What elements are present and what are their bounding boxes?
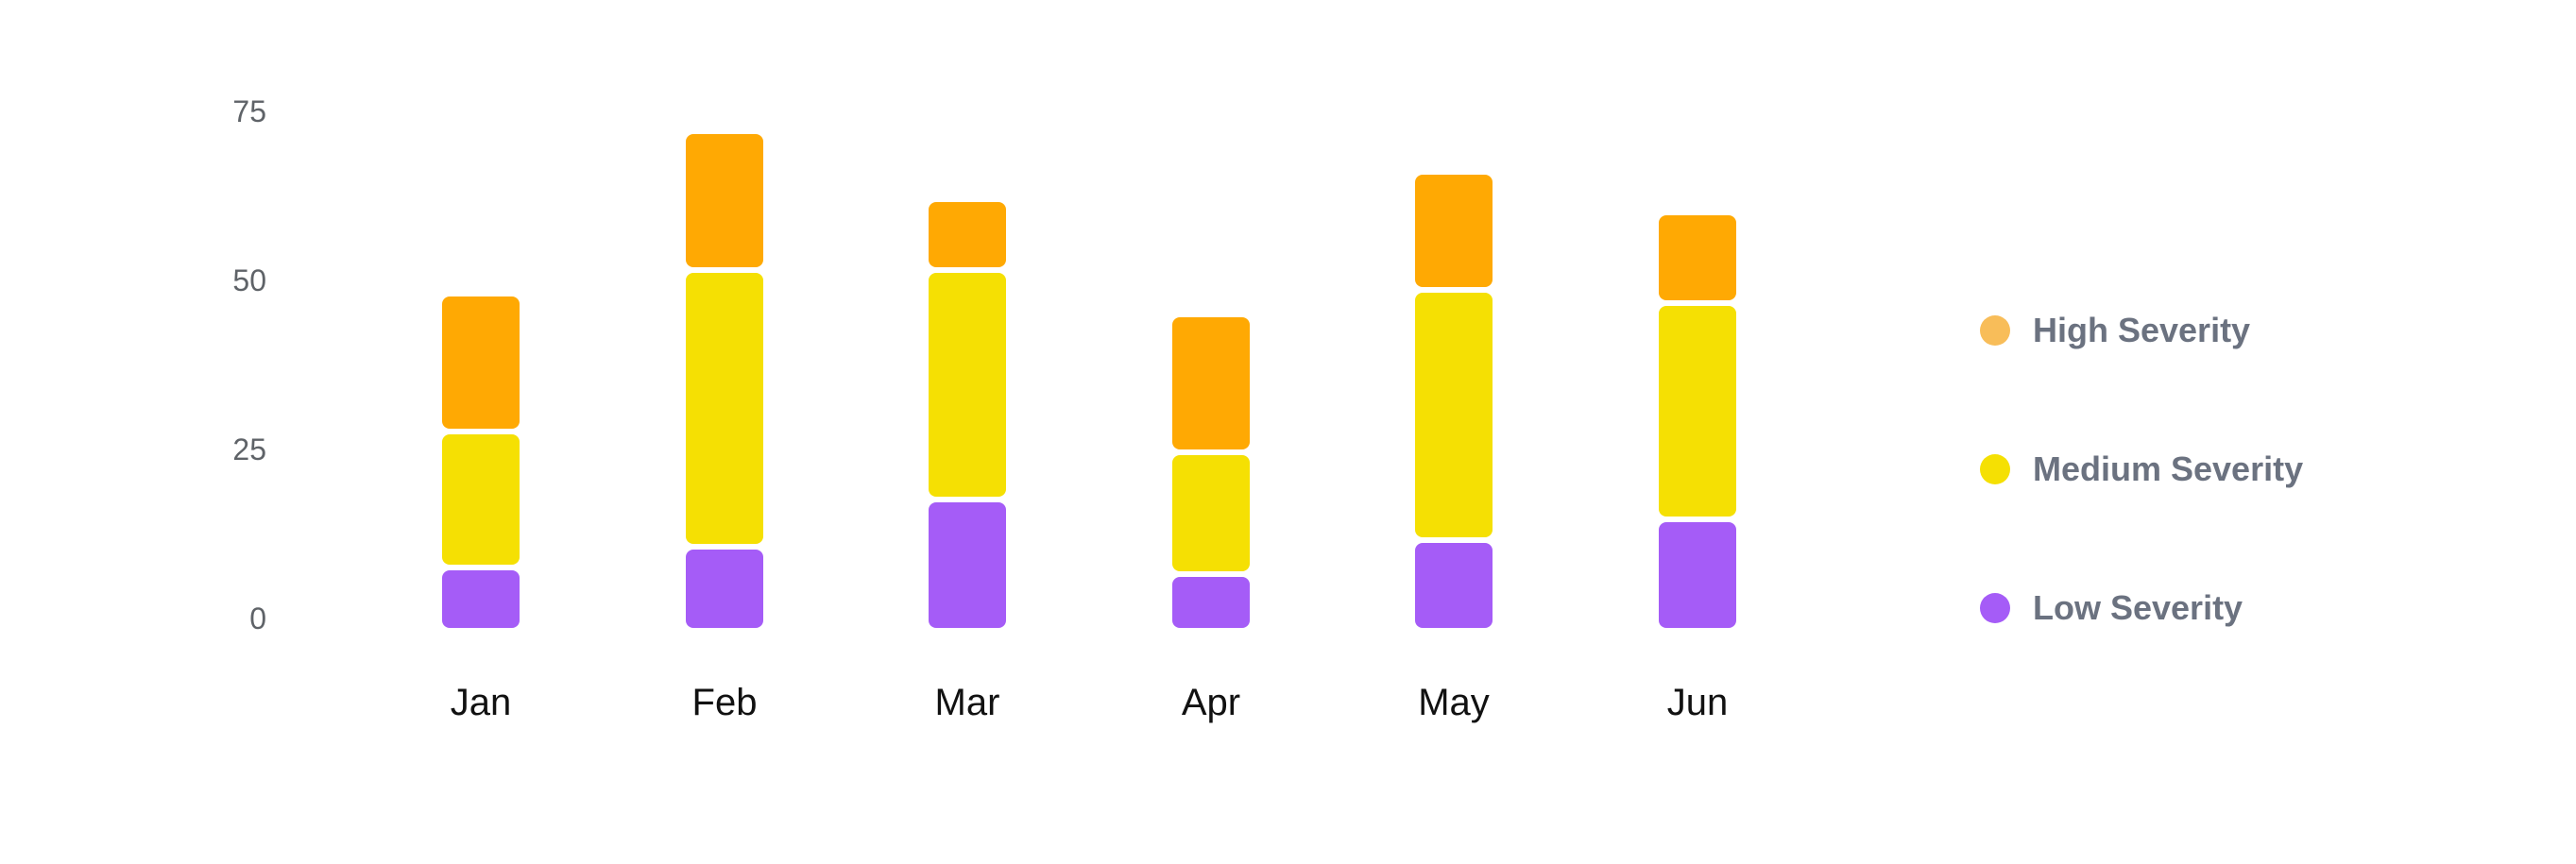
legend-label: Low Severity <box>2033 588 2243 627</box>
legend-item-high-severity: High Severity <box>1980 310 2250 351</box>
x-label-may: May <box>1418 682 1490 723</box>
x-label-jan: Jan <box>450 682 512 723</box>
bar-apr-high-severity <box>1172 316 1250 449</box>
x-label-apr: Apr <box>1181 682 1241 723</box>
bar-jan-medium-severity <box>442 434 520 565</box>
legend-dot-high-severity <box>1980 315 2010 346</box>
bar-may-low-severity <box>1415 542 1493 628</box>
bar-feb-low-severity <box>686 550 763 628</box>
bar-mar-low-severity <box>929 501 1006 628</box>
bar-jun-low-severity <box>1659 522 1736 628</box>
legend-label: Medium Severity <box>2033 449 2304 488</box>
x-label-feb: Feb <box>691 682 758 723</box>
y-tick-label-75: 75 <box>232 94 266 128</box>
bar-apr-low-severity <box>1172 576 1250 628</box>
y-tick-label-50: 50 <box>232 263 266 297</box>
bar-feb-medium-severity <box>686 272 763 545</box>
bar-may-high-severity <box>1415 175 1493 287</box>
y-tick-label-0: 0 <box>249 601 266 635</box>
legend-label: High Severity <box>2033 311 2251 349</box>
bar-feb-high-severity <box>686 134 763 267</box>
bar-apr-medium-severity <box>1172 454 1250 571</box>
bar-mar-medium-severity <box>929 272 1006 497</box>
bar-jun-high-severity <box>1659 215 1736 301</box>
legend-item-low-severity: Low Severity <box>1980 587 2243 629</box>
legend-item-medium-severity: Medium Severity <box>1980 449 2303 490</box>
x-label-mar: Mar <box>934 682 1000 723</box>
bar-may-medium-severity <box>1415 293 1493 537</box>
bar-mar-high-severity <box>929 201 1006 267</box>
y-tick-label-25: 25 <box>232 432 266 466</box>
bar-jan-high-severity <box>442 296 520 430</box>
legend-dot-low-severity <box>1980 593 2010 623</box>
bar-jan-low-severity <box>442 569 520 628</box>
legend-dot-medium-severity <box>1980 454 2010 484</box>
x-label-jun: Jun <box>1666 682 1729 723</box>
bar-jun-medium-severity <box>1659 306 1736 517</box>
